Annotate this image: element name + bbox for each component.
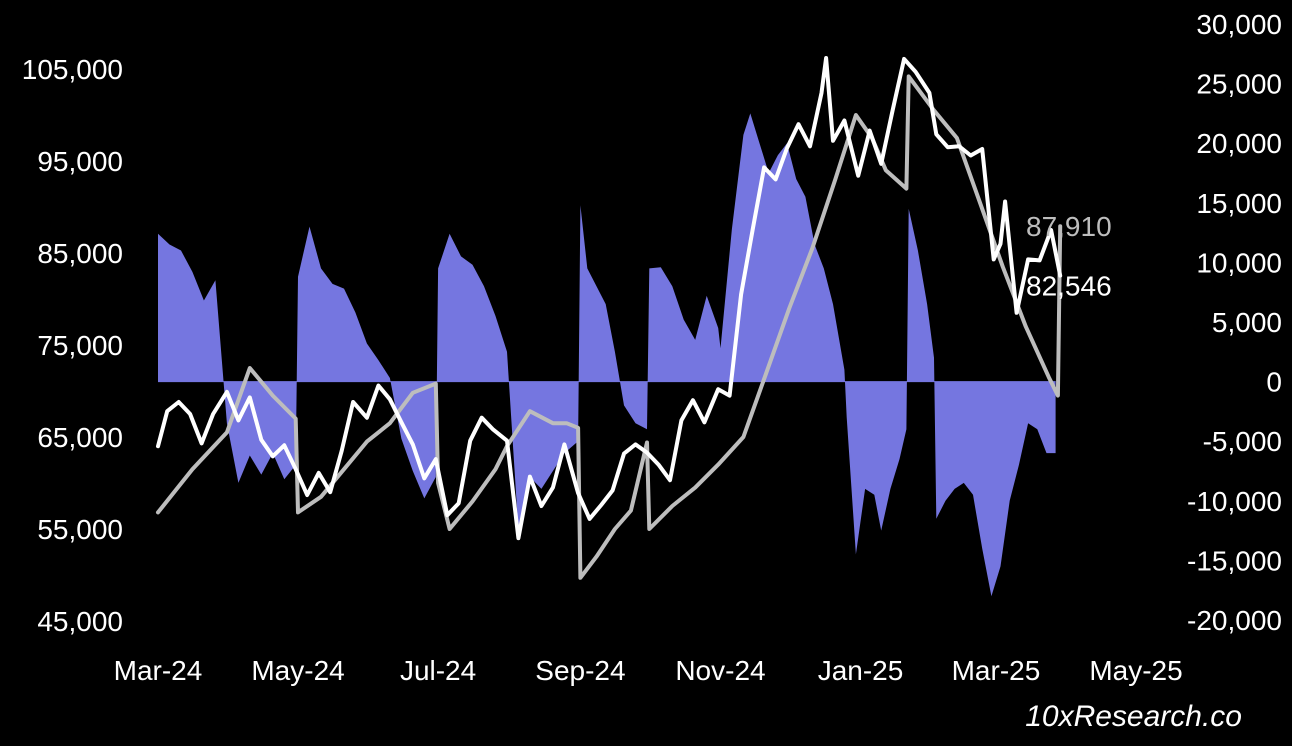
avg-end-label: 87,910 <box>1026 211 1112 242</box>
x-tick-label: Jul-24 <box>400 655 476 686</box>
spread-area-layer <box>158 113 1056 597</box>
avg-line-layer <box>156 74 1063 580</box>
left-axis: 105,000 95,000 85,000 75,000 65,000 55,000 45,… <box>22 54 123 637</box>
spread-area <box>158 113 1056 597</box>
avg-line <box>156 74 1063 580</box>
watermark: 10xResearch.co <box>1025 700 1242 733</box>
left-tick-label: 65,000 <box>37 422 123 453</box>
right-tick-label: 30,000 <box>1196 9 1282 40</box>
left-tick-label: 55,000 <box>37 514 123 545</box>
right-tick-label: 5,000 <box>1212 307 1282 338</box>
price-end-label: 82,546 <box>1026 271 1112 302</box>
x-tick-label: Jan-25 <box>818 655 904 686</box>
right-tick-label: -10,000 <box>1187 486 1282 517</box>
left-tick-label: 95,000 <box>37 146 123 177</box>
x-tick-label: May-25 <box>1089 655 1182 686</box>
x-axis: Mar-24 May-24 Jul-24 Sep-24 Nov-24 Jan-25 Mar-… <box>114 655 1183 686</box>
right-tick-label: -5,000 <box>1203 426 1282 457</box>
right-tick-label: 15,000 <box>1196 188 1282 219</box>
right-tick-label: -15,000 <box>1187 545 1282 576</box>
price-line-layer <box>156 56 1063 541</box>
x-tick-label: Nov-24 <box>675 655 765 686</box>
right-tick-label: 10,000 <box>1196 247 1282 278</box>
x-tick-label: Mar-25 <box>952 655 1041 686</box>
x-tick-label: Sep-24 <box>535 655 625 686</box>
left-tick-label: 45,000 <box>37 606 123 637</box>
right-tick-label: 20,000 <box>1196 128 1282 159</box>
right-axis: 30,000 25,000 20,000 15,000 10,000 5,000 0 -5,0… <box>1187 9 1282 636</box>
x-tick-label: Mar-24 <box>114 655 203 686</box>
price-line <box>156 56 1063 541</box>
left-tick-label: 85,000 <box>37 238 123 269</box>
right-tick-label: 0 <box>1266 367 1282 398</box>
right-tick-label: 25,000 <box>1196 69 1282 100</box>
right-tick-label: -20,000 <box>1187 605 1282 636</box>
left-tick-label: 75,000 <box>37 330 123 361</box>
left-tick-label: 105,000 <box>22 54 123 85</box>
x-tick-label: May-24 <box>251 655 344 686</box>
